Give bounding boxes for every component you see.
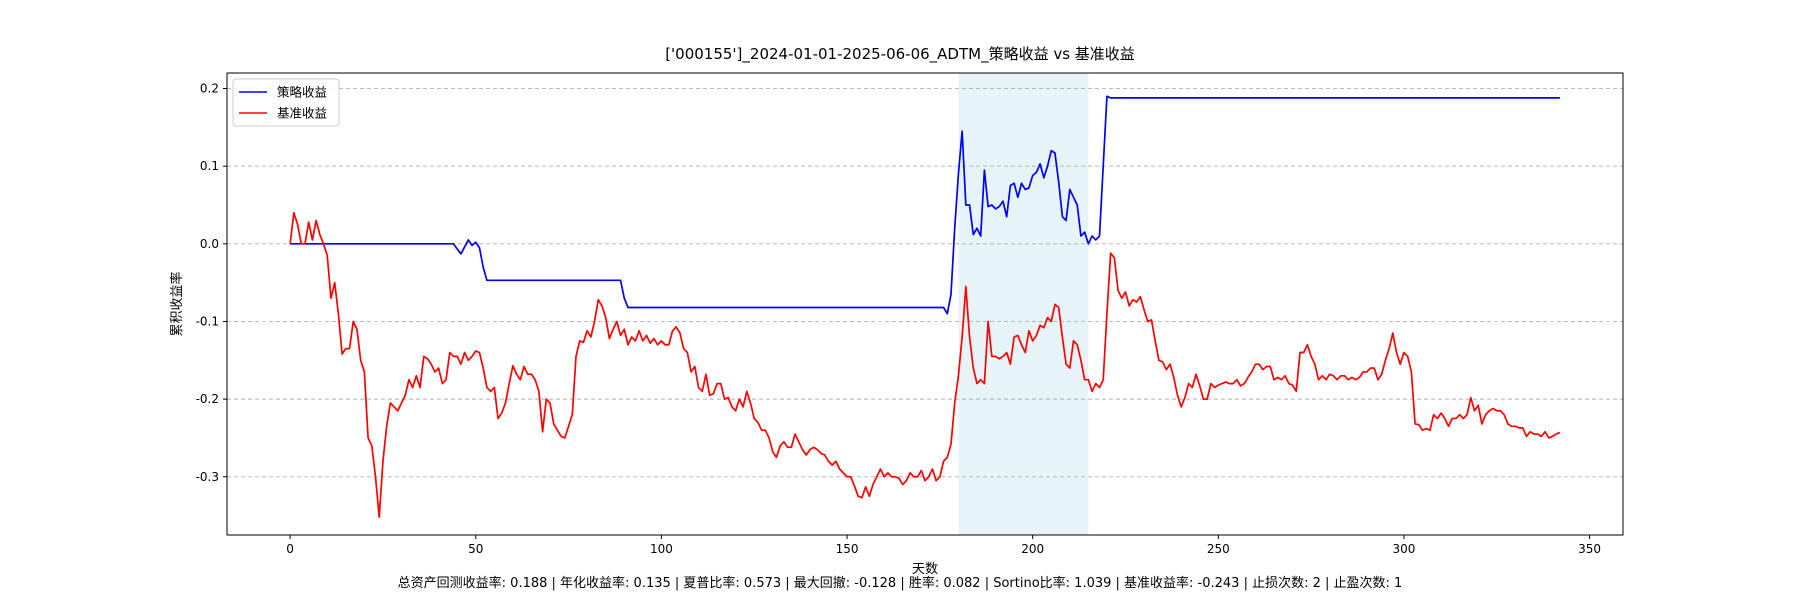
chart-title: ['000155']_2024-01-01-2025-06-06_ADTM_策略…	[665, 45, 1135, 64]
y-tick-label-0: -0.3	[196, 470, 219, 484]
x-tick-label-2: 100	[650, 542, 673, 556]
x-tick-label-1: 50	[468, 542, 483, 556]
y-tick-label-5: 0.2	[200, 82, 219, 96]
y-tick-label-4: 0.1	[200, 159, 219, 173]
x-tick-label-7: 350	[1578, 542, 1601, 556]
y-axis-ticks: -0.3 -0.2 -0.1 0.0 0.1 0.2	[196, 82, 227, 484]
legend: 策略收益 基准收益	[232, 78, 340, 127]
x-tick-label-6: 300	[1392, 542, 1415, 556]
y-tick-label-3: 0.0	[200, 237, 219, 251]
x-tick-label-0: 0	[286, 542, 294, 556]
plot-frame	[226, 72, 1624, 536]
legend-label-benchmark: 基准收益	[277, 106, 327, 121]
benchmark-return-line	[289, 211, 1561, 518]
grid-layer	[227, 88, 1623, 478]
x-tick-label-3: 150	[836, 542, 859, 556]
x-axis-ticks: 0 50 100 150 200 250 300 350	[286, 535, 1601, 556]
legend-box	[232, 78, 340, 127]
x-axis-label: 天数	[912, 562, 938, 577]
strategy-return-line	[290, 95, 1560, 315]
highlight-span-layer	[958, 73, 1089, 535]
series-layer	[289, 95, 1561, 518]
x-tick-label-4: 200	[1021, 542, 1044, 556]
y-tick-label-2: -0.1	[196, 314, 219, 328]
y-axis-label: 累积收益率	[169, 271, 185, 336]
highlight-span	[958, 73, 1089, 535]
x-tick-label-5: 250	[1207, 542, 1230, 556]
backtest-summary: 总资产回测收益率: 0.188 | 年化收益率: 0.135 | 夏普比率: 0…	[398, 575, 1403, 591]
legend-label-strategy: 策略收益	[277, 85, 327, 100]
y-tick-label-1: -0.2	[196, 392, 219, 406]
